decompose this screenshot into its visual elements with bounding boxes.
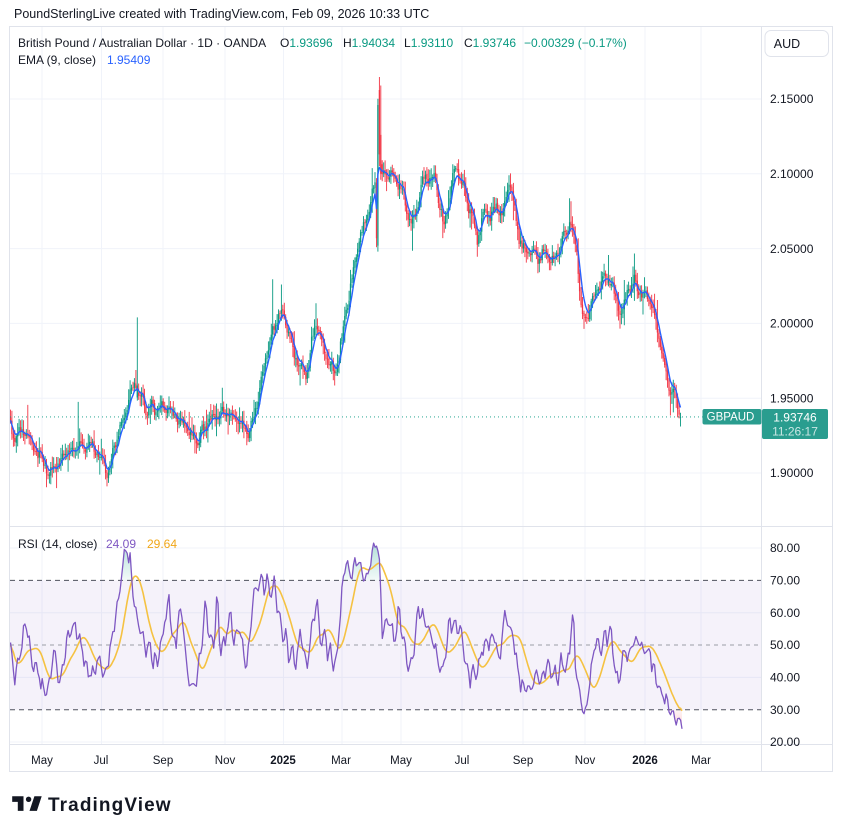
svg-text:Sep: Sep <box>153 755 173 767</box>
svg-text:Jul: Jul <box>94 755 109 767</box>
svg-text:Mar: Mar <box>691 755 711 767</box>
svg-text:1.95000: 1.95000 <box>770 391 814 405</box>
svg-text:2026: 2026 <box>632 755 658 767</box>
svg-text:80.00: 80.00 <box>770 541 800 555</box>
svg-text:40.00: 40.00 <box>770 671 800 685</box>
svg-text:11:26:17: 11:26:17 <box>772 425 818 439</box>
svg-text:60.00: 60.00 <box>770 606 800 620</box>
svg-text:1.90000: 1.90000 <box>770 466 814 480</box>
svg-text:AUD: AUD <box>774 37 800 51</box>
svg-text:1.93746: 1.93746 <box>773 411 817 425</box>
svg-text:GBPAUD: GBPAUD <box>707 412 755 424</box>
svg-text:30.00: 30.00 <box>770 703 800 717</box>
svg-text:Nov: Nov <box>215 755 236 767</box>
svg-text:50.00: 50.00 <box>770 638 800 652</box>
svg-text:2.10000: 2.10000 <box>770 167 814 181</box>
svg-text:TradingView: TradingView <box>48 795 172 816</box>
svg-text:70.00: 70.00 <box>770 574 800 588</box>
svg-text:Mar: Mar <box>331 755 351 767</box>
svg-text:2.05000: 2.05000 <box>770 242 814 256</box>
svg-text:2025: 2025 <box>270 755 296 767</box>
svg-text:Sep: Sep <box>513 755 533 767</box>
svg-text:2.15000: 2.15000 <box>770 92 814 106</box>
svg-text:2.00000: 2.00000 <box>770 317 814 331</box>
svg-text:20.00: 20.00 <box>770 735 800 749</box>
svg-text:May: May <box>31 755 53 767</box>
svg-text:Nov: Nov <box>575 755 596 767</box>
svg-text:May: May <box>390 755 412 767</box>
svg-text:Jul: Jul <box>455 755 470 767</box>
